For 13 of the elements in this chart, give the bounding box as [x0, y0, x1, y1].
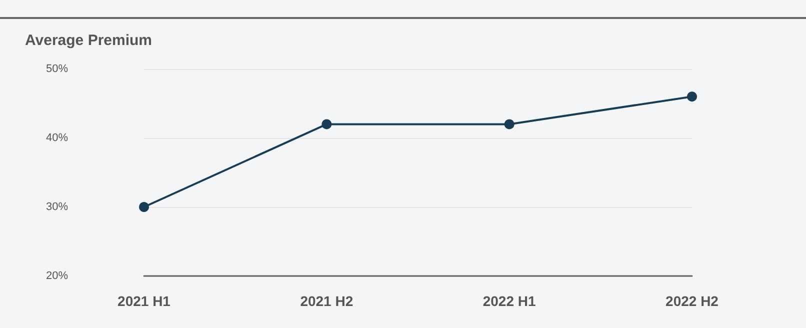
- y-tick-label: 30%: [46, 201, 68, 213]
- y-tick-label: 50%: [46, 63, 68, 75]
- x-tick-label: 2021 H2: [300, 293, 354, 309]
- point: [687, 92, 697, 102]
- x-tick-label: 2022 H1: [482, 293, 536, 309]
- x-tick-label: 2022 H2: [666, 293, 719, 309]
- y-tick-label: 40%: [46, 132, 68, 144]
- y-tick-label: 20%: [46, 270, 68, 282]
- point: [504, 119, 514, 130]
- chart-title: Average Premium: [25, 32, 152, 49]
- point: [322, 119, 332, 130]
- point: [139, 202, 149, 212]
- x-tick-label: 2021 H1: [118, 293, 171, 309]
